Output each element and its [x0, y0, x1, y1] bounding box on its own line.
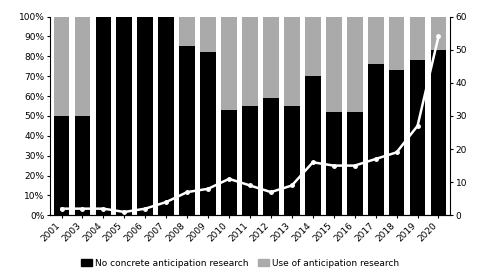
Bar [388, 17, 404, 70]
Bar [284, 17, 300, 106]
Bar [305, 17, 320, 76]
Bar [347, 17, 362, 112]
Bar [96, 17, 112, 215]
Bar [430, 17, 446, 50]
Bar [200, 52, 216, 215]
Bar [430, 50, 446, 215]
Bar [284, 106, 300, 215]
Bar [263, 98, 279, 215]
Bar [74, 17, 90, 116]
Bar [180, 17, 195, 46]
Bar [116, 17, 132, 215]
Bar [158, 17, 174, 215]
Bar [326, 112, 342, 215]
Bar [242, 17, 258, 106]
Legend: No concrete anticipation research, Use of anticipation research: No concrete anticipation research, Use o… [77, 255, 403, 272]
Bar [221, 110, 237, 215]
Bar [180, 46, 195, 215]
Bar [263, 17, 279, 98]
Bar [326, 17, 342, 112]
Bar [200, 17, 216, 52]
Bar [54, 17, 70, 116]
Bar [138, 17, 153, 215]
Bar [221, 17, 237, 110]
Bar [347, 112, 362, 215]
Bar [74, 116, 90, 215]
Bar [388, 70, 404, 215]
Bar [54, 116, 70, 215]
Bar [242, 106, 258, 215]
Bar [410, 17, 426, 60]
Bar [410, 60, 426, 215]
Bar [368, 64, 384, 215]
Bar [305, 76, 320, 215]
Bar [368, 17, 384, 64]
